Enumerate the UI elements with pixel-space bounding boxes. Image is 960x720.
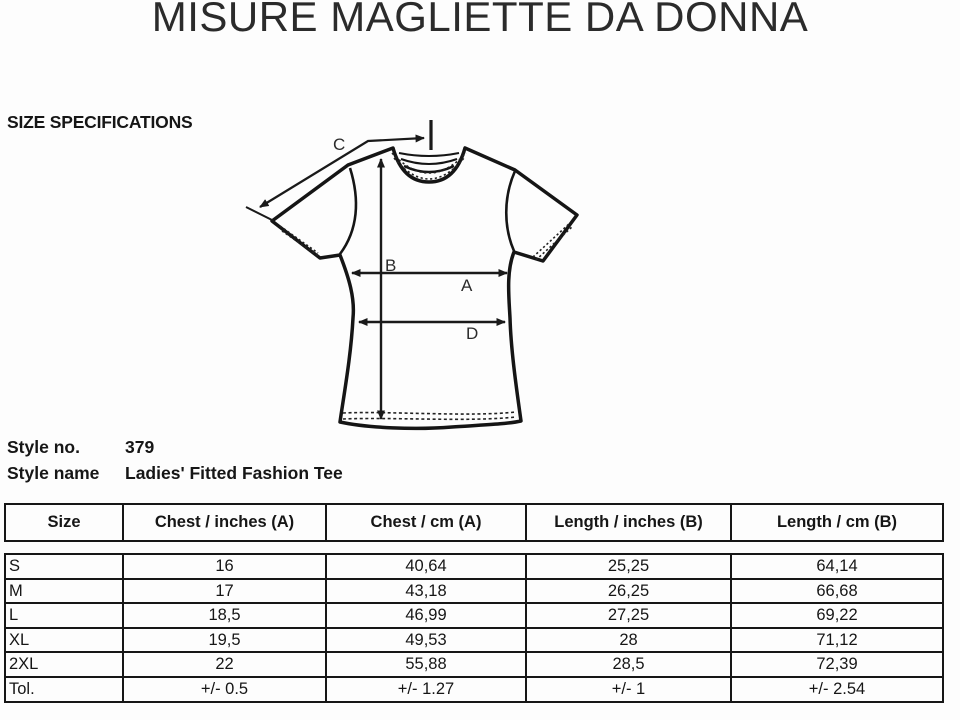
size-value: Tol. bbox=[4, 675, 124, 703]
size-value: L bbox=[4, 602, 124, 629]
chest-inches-value: 16 bbox=[122, 553, 327, 580]
length-cm-value: 64,14 bbox=[730, 553, 944, 580]
length-inches-value: 28 bbox=[525, 626, 732, 654]
style-info: Style no. 379 Style name Ladies' Fitted Fa… bbox=[7, 434, 343, 486]
style-name-value: Ladies' Fitted Fashion Tee bbox=[125, 463, 343, 483]
chest-inches-value: 19,5 bbox=[122, 626, 327, 654]
measure-arrow-C bbox=[259, 134, 425, 208]
size-table-body: S 16 40,64 25,25 64,14 M 17 43,18 26,25 … bbox=[4, 553, 944, 703]
table-row-m: M 17 43,18 26,25 66,68 bbox=[4, 577, 944, 605]
size-value: M bbox=[4, 577, 124, 605]
page-title: MISURE MAGLIETTE DA DONNA bbox=[151, 0, 809, 40]
length-cm-value: +/- 2.54 bbox=[730, 675, 944, 703]
chest-cm-value: 49,53 bbox=[325, 626, 527, 654]
size-specifications-label: SIZE SPECIFICATIONS bbox=[7, 112, 193, 132]
chest-inches-value: 22 bbox=[122, 651, 327, 678]
style-no-label: Style no. bbox=[7, 437, 80, 457]
measure-label-a: A bbox=[461, 276, 473, 295]
style-no-value: 379 bbox=[125, 437, 155, 457]
left-sleeve-stitch bbox=[279, 225, 319, 254]
length-cm-value: 66,68 bbox=[730, 577, 944, 605]
chest-inches-value: 17 bbox=[122, 577, 327, 605]
chest-inches-value: 18,5 bbox=[122, 602, 327, 629]
measure-label-d: D bbox=[466, 324, 478, 343]
table-row-tolerance: Tol. +/- 0.5 +/- 1.27 +/- 1 +/- 2.54 bbox=[4, 675, 944, 703]
tshirt-outline-shape bbox=[270, 146, 579, 431]
length-inches-value: 28,5 bbox=[525, 651, 732, 678]
table-row-xl: XL 19,5 49,53 28 71,12 bbox=[4, 626, 944, 654]
style-name-label: Style name bbox=[7, 463, 100, 483]
chest-cm-value: 40,64 bbox=[325, 553, 527, 580]
tshirt-measurement-diagram: A B C D bbox=[245, 120, 579, 431]
collar-rib-line bbox=[398, 152, 460, 157]
measure-label-c: C bbox=[333, 135, 345, 154]
style-name-row: Style name Ladies' Fitted Fashion Tee bbox=[7, 460, 343, 486]
col-header-length-cm: Length / cm (B) bbox=[730, 503, 944, 542]
table-row-l: L 18,5 46,99 27,25 69,22 bbox=[4, 602, 944, 629]
length-cm-value: 71,12 bbox=[730, 626, 944, 654]
table-row-s: S 16 40,64 25,25 64,14 bbox=[4, 553, 944, 580]
chest-cm-value: 55,88 bbox=[325, 651, 527, 678]
length-inches-value: 25,25 bbox=[525, 553, 732, 580]
chest-cm-value: +/- 1.27 bbox=[325, 675, 527, 703]
left-sleeve-stitch bbox=[281, 230, 321, 258]
size-table-header: Size Chest / inches (A) Chest / cm (A) L… bbox=[4, 503, 944, 542]
header-row: Size Chest / inches (A) Chest / cm (A) L… bbox=[4, 503, 944, 542]
col-header-chest-cm: Chest / cm (A) bbox=[325, 503, 527, 542]
col-header-chest-inches: Chest / inches (A) bbox=[122, 503, 327, 542]
right-sleeve-stitch bbox=[535, 225, 574, 261]
col-header-size: Size bbox=[4, 503, 124, 542]
chest-inches-value: +/- 0.5 bbox=[122, 675, 327, 703]
size-value: XL bbox=[4, 626, 124, 654]
length-inches-value: +/- 1 bbox=[525, 675, 732, 703]
table-row-2xl: 2XL 22 55,88 28,5 72,39 bbox=[4, 651, 944, 678]
col-header-length-inches: Length / inches (B) bbox=[525, 503, 732, 542]
size-value: 2XL bbox=[4, 651, 124, 678]
size-value: S bbox=[4, 553, 124, 580]
length-inches-value: 26,25 bbox=[525, 577, 732, 605]
length-cm-value: 69,22 bbox=[730, 602, 944, 629]
chest-cm-value: 46,99 bbox=[325, 602, 527, 629]
sleeve-guide-line bbox=[245, 206, 275, 222]
right-armhole-seam bbox=[504, 170, 517, 252]
length-inches-value: 27,25 bbox=[525, 602, 732, 629]
style-no-row: Style no. 379 bbox=[7, 434, 343, 460]
right-sleeve-stitch bbox=[532, 222, 571, 258]
bottom-hem-stitch bbox=[342, 411, 517, 415]
length-cm-value: 72,39 bbox=[730, 651, 944, 678]
chest-cm-value: 43,18 bbox=[325, 577, 527, 605]
collar-rib-line bbox=[400, 158, 458, 165]
measure-label-b: B bbox=[385, 256, 396, 275]
bottom-hem-stitch bbox=[342, 416, 517, 421]
